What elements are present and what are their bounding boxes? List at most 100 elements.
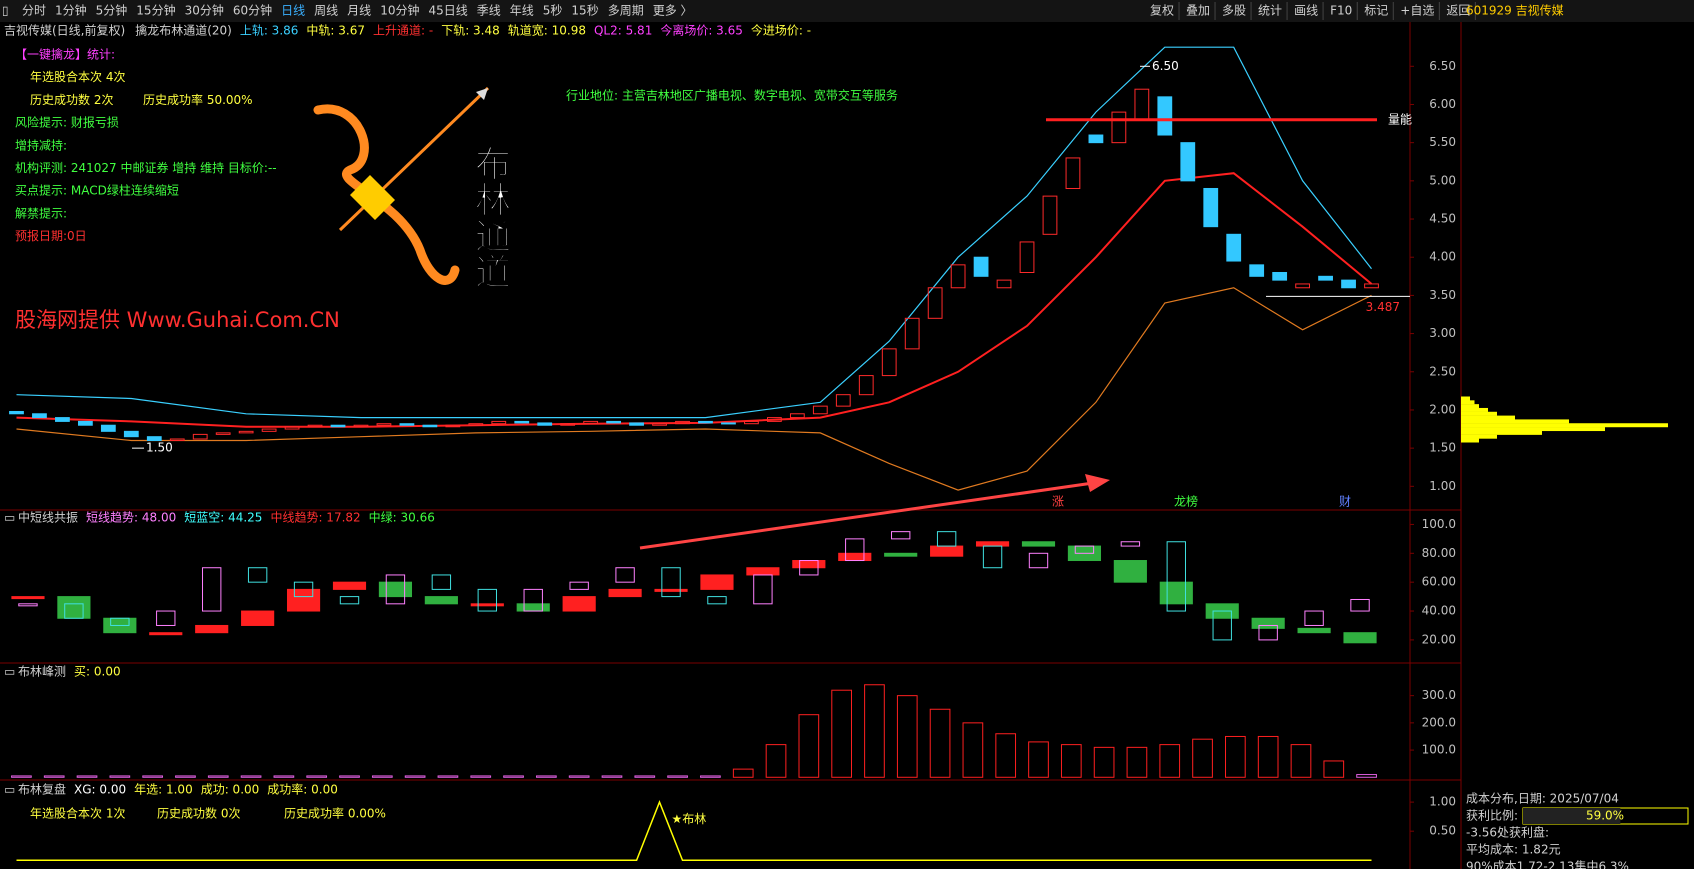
readout: 成功: 0.00 bbox=[201, 783, 260, 797]
readout: XG: 0.00 bbox=[74, 783, 126, 797]
period-tab[interactable]: 多周期 bbox=[608, 4, 644, 18]
trend-bar bbox=[891, 531, 911, 540]
readout: 中轨: 3.67 bbox=[306, 23, 365, 38]
toolbar-button[interactable]: F10 bbox=[1330, 4, 1352, 18]
trend-bar bbox=[845, 538, 865, 562]
info-line: 历史成功数 2次 bbox=[30, 92, 113, 107]
candle bbox=[468, 423, 484, 426]
peak-bar bbox=[1028, 741, 1049, 778]
peak-bar bbox=[11, 775, 32, 778]
period-tab[interactable]: 分时 bbox=[22, 4, 46, 18]
candle bbox=[629, 422, 644, 426]
period-tab[interactable]: 10分钟 bbox=[380, 3, 419, 18]
event-tag: 涨 bbox=[1052, 494, 1064, 509]
period-tab[interactable]: 45日线 bbox=[428, 4, 467, 18]
cost-line: -3.56处获利盘: bbox=[1466, 825, 1549, 840]
period-tab[interactable]: 日线 bbox=[281, 4, 305, 18]
review-stat: 历史成功率 0.00% bbox=[284, 806, 386, 821]
trend-bar bbox=[424, 596, 458, 605]
trend-bar bbox=[838, 552, 872, 562]
info-line: 增持减持: bbox=[15, 137, 67, 152]
peak-bar bbox=[240, 775, 262, 778]
candle bbox=[721, 422, 736, 425]
info-line: 解禁提示: bbox=[15, 205, 67, 220]
trend-bar bbox=[385, 574, 406, 605]
period-tab[interactable]: 季线 bbox=[477, 4, 501, 18]
toolbar-button[interactable]: 多股 bbox=[1222, 4, 1246, 18]
readout: 轨道宽: 10.98 bbox=[508, 23, 586, 38]
period-tab[interactable]: 5秒 bbox=[543, 4, 563, 18]
candle bbox=[169, 438, 185, 442]
trend-bar bbox=[1258, 624, 1278, 641]
peak-bar bbox=[43, 775, 65, 778]
chip-bar bbox=[1461, 423, 1668, 428]
menu-icon: ▯ bbox=[2, 4, 9, 18]
trend-bar bbox=[792, 560, 826, 569]
candle bbox=[950, 264, 966, 289]
period-tab[interactable]: 更多 〉 bbox=[653, 4, 693, 18]
period-tab[interactable]: 1分钟 bbox=[55, 3, 87, 18]
trend-bar bbox=[378, 581, 413, 598]
chip-bar bbox=[1461, 396, 1470, 401]
peak-bar bbox=[76, 775, 98, 778]
candle bbox=[1019, 241, 1035, 273]
panel-title: 布林复盘 bbox=[18, 782, 66, 797]
toolbar-button[interactable]: 统计 bbox=[1258, 4, 1282, 18]
toolbar-button[interactable]: +自选 bbox=[1400, 4, 1434, 18]
candle bbox=[32, 413, 47, 419]
toolbar-button[interactable]: 叠加 bbox=[1186, 4, 1210, 18]
trend-bar bbox=[1028, 552, 1049, 569]
trend-bar bbox=[615, 567, 635, 583]
toolbar-button[interactable]: 复权 bbox=[1150, 4, 1174, 18]
period-tab[interactable]: 周线 bbox=[314, 4, 338, 18]
period-tab[interactable]: 年线 bbox=[510, 4, 534, 18]
candle bbox=[744, 420, 759, 425]
readout: 年选: 1.00 bbox=[134, 783, 193, 797]
candle bbox=[100, 424, 116, 432]
candle bbox=[215, 432, 231, 435]
stock-title: 吉视传媒(日线,前复权) bbox=[4, 23, 125, 38]
logo-arrowhead bbox=[476, 88, 488, 100]
trend-bar bbox=[707, 596, 727, 605]
trend-bar bbox=[1212, 610, 1232, 641]
candle bbox=[491, 420, 507, 425]
chip-bar bbox=[1461, 400, 1475, 405]
period-tab[interactable]: 月线 bbox=[347, 4, 371, 18]
profit-label: 获利比例: bbox=[1466, 809, 1518, 823]
candle bbox=[1272, 271, 1288, 281]
trend-bar bbox=[286, 588, 321, 612]
period-tab[interactable]: 5分钟 bbox=[96, 3, 128, 18]
y-tick-label: 100.0 bbox=[1422, 743, 1456, 757]
readout: 今离场价: 3.65 bbox=[660, 23, 743, 38]
period-tab[interactable]: 60分钟 bbox=[233, 3, 272, 18]
trend-bar bbox=[477, 588, 497, 612]
candle bbox=[675, 420, 690, 425]
watermark: 股海网提供 Www.Guhai.Com.CN bbox=[15, 308, 340, 332]
period-tab[interactable]: 15分钟 bbox=[136, 3, 175, 18]
trend-bar bbox=[975, 541, 1010, 547]
peak-bar bbox=[273, 775, 295, 778]
candle bbox=[1180, 142, 1196, 182]
y-tick-label: 6.00 bbox=[1429, 97, 1456, 111]
toolbar-button[interactable]: 标记 bbox=[1364, 4, 1388, 18]
review-marker: ★布林 bbox=[672, 812, 707, 826]
chip-bar bbox=[1461, 419, 1569, 424]
toolbar-button[interactable]: 画线 bbox=[1294, 4, 1318, 18]
candle bbox=[77, 420, 93, 426]
trend-bar bbox=[11, 596, 45, 600]
panel-title: 布林峰测 bbox=[18, 665, 66, 679]
trend-bar bbox=[982, 545, 1003, 569]
y-tick-label: 3.50 bbox=[1429, 288, 1456, 302]
profit-bar bbox=[1523, 808, 1621, 824]
period-tab[interactable]: 30分钟 bbox=[185, 3, 224, 18]
y-tick-label: 300.0 bbox=[1422, 688, 1456, 702]
candle bbox=[1364, 283, 1379, 289]
period-tab[interactable]: 15秒 bbox=[571, 4, 598, 18]
resistance-label: 量能 bbox=[1388, 112, 1412, 126]
readout: 今进场价: - bbox=[751, 23, 811, 38]
event-tag: 财 bbox=[1339, 495, 1351, 509]
y-tick-label: 2.00 bbox=[1429, 402, 1456, 416]
trend-bar bbox=[1113, 560, 1147, 583]
toolbar-button[interactable]: 返回 bbox=[1446, 4, 1470, 18]
peak-bar bbox=[634, 775, 656, 778]
